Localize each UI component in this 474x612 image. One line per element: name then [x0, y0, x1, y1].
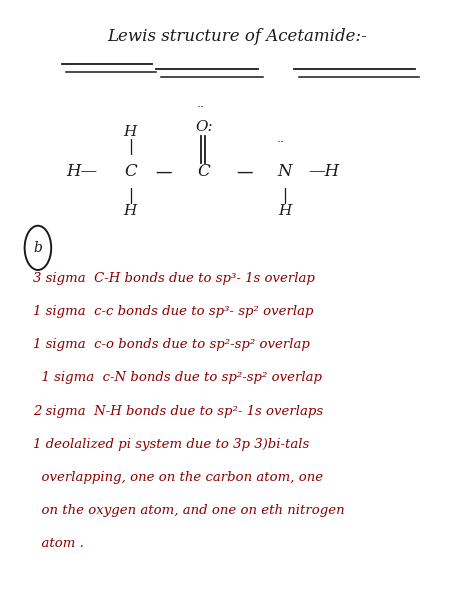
Text: 1 sigma  c-o bonds due to sp²-sp² overlap: 1 sigma c-o bonds due to sp²-sp² overlap [33, 338, 310, 351]
Text: |: | [128, 139, 133, 155]
Text: N: N [277, 163, 292, 180]
Text: b: b [34, 241, 42, 255]
Text: 1 deolalized pi system due to 3p 3)bi-tals: 1 deolalized pi system due to 3p 3)bi-ta… [33, 438, 310, 450]
Text: 1 sigma  c-N bonds due to sp²-sp² overlap: 1 sigma c-N bonds due to sp²-sp² overlap [33, 371, 322, 384]
Text: O:: O: [195, 121, 213, 134]
Text: atom .: atom . [33, 537, 84, 550]
Text: ··: ·· [197, 100, 205, 114]
Text: —: — [236, 162, 253, 181]
Text: overlapping, one on the carbon atom, one: overlapping, one on the carbon atom, one [33, 471, 323, 483]
Text: 2 sigma  N-H bonds due to sp²- 1s overlaps: 2 sigma N-H bonds due to sp²- 1s overlap… [33, 405, 323, 417]
Text: ··: ·· [277, 136, 284, 149]
Text: C: C [124, 163, 137, 180]
Text: H: H [278, 204, 291, 218]
Text: H—: H— [66, 163, 98, 180]
Text: |: | [128, 188, 133, 204]
Text: on the oxygen atom, and one on eth nitrogen: on the oxygen atom, and one on eth nitro… [33, 504, 345, 517]
Text: —: — [155, 162, 172, 181]
Text: |: | [282, 188, 287, 204]
Text: —H: —H [308, 163, 339, 180]
Text: Lewis structure of Acetamide:-: Lewis structure of Acetamide:- [107, 28, 367, 45]
Text: H: H [124, 204, 137, 218]
Text: 1 sigma  c-c bonds due to sp³- sp² overlap: 1 sigma c-c bonds due to sp³- sp² overla… [33, 305, 314, 318]
Text: C: C [198, 163, 210, 180]
Text: H: H [124, 125, 137, 138]
Text: 3 sigma  C-H bonds due to sp³- 1s overlap: 3 sigma C-H bonds due to sp³- 1s overlap [33, 272, 315, 285]
